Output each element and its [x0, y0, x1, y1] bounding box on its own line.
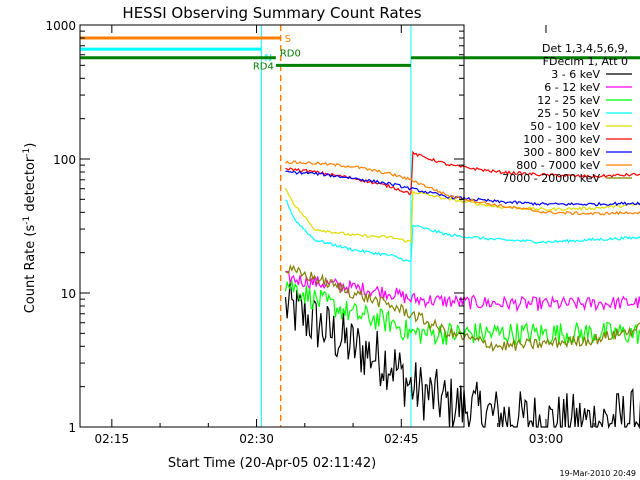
y-tick-label: 1	[68, 421, 76, 435]
y-tick-label: 100	[53, 153, 76, 167]
legend: Det 1,3,4,5,6,9,FDecim 1, Att 03 - 6 keV…	[502, 42, 632, 185]
legend-label: 7000 - 20000 keV	[502, 172, 600, 185]
legend-label: 6 - 12 keV	[544, 81, 600, 94]
legend-label: 100 - 300 keV	[523, 133, 600, 146]
legend-header: Det 1,3,4,5,6,9,	[542, 42, 628, 55]
y-axis-label: Count Rate (s-1 detector-1)	[22, 143, 38, 314]
y-label-main: Count Rate (s	[23, 225, 38, 314]
series-line	[285, 263, 640, 353]
series-line	[285, 270, 640, 313]
series-line	[284, 280, 640, 346]
band-label: RD0	[280, 49, 301, 60]
x-axis-label: Start Time (20-Apr-05 02:11:42)	[168, 456, 376, 471]
series-line	[285, 170, 640, 207]
y-tick-label: 1000	[45, 19, 76, 33]
x-tick-label: 03:00	[529, 432, 564, 446]
legend-label: 3 - 6 keV	[551, 68, 600, 81]
x-tick-label: 02:15	[95, 432, 130, 446]
plot-frame	[79, 24, 465, 428]
series-line	[285, 199, 640, 263]
band-label: RD4	[253, 61, 274, 72]
y-label-mid: detector	[23, 156, 38, 216]
y-axis: 1 10 100 1000	[45, 19, 464, 435]
series-line	[284, 279, 640, 430]
y-label-sup2: -1	[22, 148, 32, 157]
timestamp: 19-Mar-2010 20:49	[560, 469, 637, 478]
y-label-end: )	[23, 143, 38, 148]
series-line	[285, 150, 640, 196]
chart-title: HESSI Observing Summary Count Rates	[122, 4, 421, 22]
x-tick-label: 02:30	[239, 432, 274, 446]
legend-label: 300 - 800 keV	[523, 146, 600, 159]
band-group: SNRD0RD4	[80, 34, 640, 72]
legend-label: 12 - 25 keV	[537, 94, 600, 107]
legend-label: 800 - 7000 keV	[516, 159, 600, 172]
series-line	[284, 187, 640, 244]
y-tick-label: 10	[61, 287, 76, 301]
y-label-sup1: -1	[22, 216, 32, 225]
series-group	[284, 150, 640, 430]
legend-label: 50 - 100 keV	[530, 120, 600, 133]
series-line	[285, 160, 640, 216]
legend-label: 25 - 50 keV	[537, 107, 600, 120]
band-label: S	[285, 34, 291, 45]
x-tick-label: 02:45	[384, 432, 419, 446]
legend-header: FDecim 1, Att 0	[543, 55, 628, 68]
